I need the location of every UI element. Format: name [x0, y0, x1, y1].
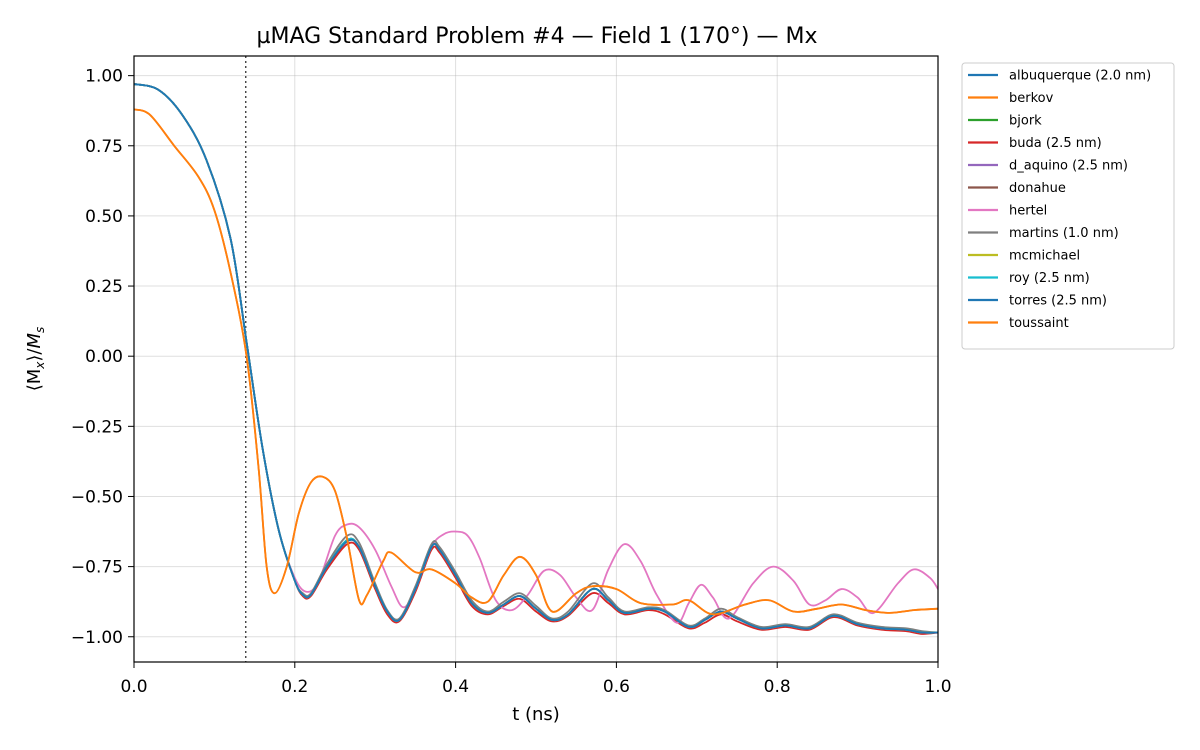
- x-tick-label: 0.2: [281, 677, 308, 697]
- y-tick-label: 0.00: [85, 347, 123, 367]
- y-axis-title-close: ⟩/: [24, 348, 45, 362]
- x-tick-label: 1.0: [924, 677, 951, 697]
- y-tick-label: −0.25: [71, 417, 123, 437]
- y-tick-label: −0.50: [71, 487, 123, 507]
- plot-area: [134, 83, 938, 635]
- legend-label: martins (1.0 nm): [1009, 226, 1119, 241]
- series-line-buda-2-5-nm: [134, 83, 938, 635]
- x-axis: 0.0 0.2 0.4 0.6 0.8 1.0: [120, 662, 952, 697]
- legend-label: bjork: [1009, 114, 1042, 129]
- legend-label: d_aquino (2.5 nm): [1009, 159, 1128, 174]
- y-tick-label: 1.00: [85, 67, 123, 87]
- y-axis-title: ⟨Mx⟩/Ms: [24, 327, 47, 392]
- legend: albuquerque (2.0 nm) berkov bjork buda (2.5…: [961, 62, 1175, 350]
- y-tick-label: 0.75: [85, 137, 123, 157]
- series-line-torres-2-5-nm: [134, 83, 938, 634]
- legend-box: [961, 62, 1175, 350]
- plot-frame: [133, 55, 939, 663]
- y-axis-title-m: M: [24, 333, 45, 349]
- legend-label: toussaint: [1009, 316, 1069, 331]
- series-line-toussaint: [134, 108, 938, 616]
- series-line-bjork: [134, 83, 938, 634]
- series-line-donahue: [134, 83, 938, 634]
- series-line-mcmichael: [134, 83, 938, 634]
- y-axis-title-sub-s: s: [33, 327, 47, 333]
- series-line-roy-2-5-nm: [134, 83, 938, 634]
- series-line-hertel: [134, 83, 938, 624]
- grid-lines: [133, 56, 939, 662]
- x-tick-label: 0.4: [442, 677, 469, 697]
- legend-label: roy (2.5 nm): [1009, 271, 1090, 286]
- legend-label: torres (2.5 nm): [1009, 294, 1107, 309]
- series-line-martins-1-0-nm: [134, 83, 938, 634]
- y-tick-label: −1.00: [71, 628, 123, 648]
- y-axis: 1.00 0.75 0.50 0.25 0.00 −0.25 −0.50 −0.75 −1.00: [71, 67, 134, 648]
- legend-label: hertel: [1009, 204, 1047, 219]
- series-line-albuquerque-2-0-nm: [134, 83, 938, 634]
- x-axis-title: t (ns): [512, 704, 560, 725]
- series-line-d-aquino-2-5-nm: [134, 83, 938, 634]
- y-axis-title-open: ⟨M: [24, 369, 45, 392]
- chart-title: µMAG Standard Problem #4 — Field 1 (170°…: [256, 24, 817, 49]
- legend-label: berkov: [1009, 91, 1054, 106]
- y-tick-label: 0.25: [85, 277, 123, 297]
- x-tick-label: 0.8: [764, 677, 791, 697]
- legend-label: mcmichael: [1009, 249, 1080, 264]
- legend-label: albuquerque (2.0 nm): [1009, 69, 1151, 84]
- x-tick-label: 0.6: [603, 677, 630, 697]
- y-axis-title-sub-x: x: [33, 361, 47, 370]
- x-tick-label: 0.0: [120, 677, 147, 697]
- y-tick-label: 0.50: [85, 207, 123, 227]
- legend-label: donahue: [1009, 181, 1066, 196]
- y-tick-label: −0.75: [71, 558, 123, 578]
- legend-label: buda (2.5 nm): [1009, 136, 1102, 151]
- series-line-berkov: [134, 108, 938, 616]
